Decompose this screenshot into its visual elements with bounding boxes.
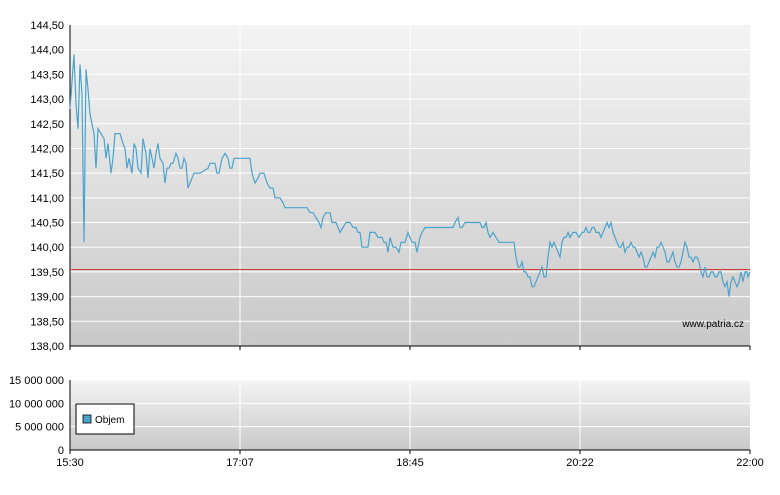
- legend-swatch: [82, 414, 92, 424]
- price-series-line: [69, 54, 751, 297]
- x-tick-label: 18:45: [396, 457, 424, 469]
- volume-y-tick-label: 10 000 000: [9, 398, 64, 410]
- legend: Objem: [75, 403, 135, 435]
- price-y-tick-label: 142,50: [30, 119, 64, 131]
- x-tick-label: 15:30: [56, 457, 84, 469]
- volume-gridlines-vertical: [239, 380, 581, 450]
- x-tick-label: 20:22: [566, 457, 594, 469]
- volume-y-tick-label: 15 000 000: [9, 375, 64, 387]
- volume-y-tick-label: 0: [58, 445, 64, 457]
- price-y-tick-label: 144,00: [30, 45, 64, 57]
- volume-y-tick-labels: 15 000 000 10 000 000 5 000 000 0: [9, 375, 64, 457]
- price-y-tick-label: 142,00: [30, 143, 64, 155]
- volume-y-tick-label: 5 000 000: [15, 422, 64, 434]
- price-y-tick-label: 139,50: [30, 267, 64, 279]
- x-tick-label: 17:07: [226, 457, 254, 469]
- volume-panel: 15 000 000 10 000 000 5 000 000 0 15:30 17:0…: [9, 375, 764, 469]
- volume-x-tick-labels: 15:30 17:07 18:45 20:22 22:00: [56, 450, 764, 469]
- price-y-tick-labels: 144,50 144,00 143,50 143,00 142,50 142,00 141,…: [30, 20, 64, 353]
- x-tick-label: 22:00: [736, 457, 764, 469]
- price-y-tick-label: 141,00: [30, 193, 64, 205]
- price-y-tick-label: 144,50: [30, 20, 64, 32]
- price-y-tick-label: 138,50: [30, 316, 64, 328]
- price-y-tick-label: 143,00: [30, 94, 64, 106]
- legend-label: Objem: [95, 415, 124, 426]
- price-panel: 144,50 144,00 143,50 143,00 142,50 142,00 141,…: [30, 20, 751, 353]
- price-gridlines-vertical: [239, 25, 581, 346]
- price-y-tick-label: 138,00: [30, 341, 64, 353]
- price-y-tick-label: 141,50: [30, 168, 64, 180]
- watermark-text: www.patria.cz: [681, 319, 744, 330]
- price-y-tick-label: 143,50: [30, 69, 64, 81]
- price-y-tick-label: 139,00: [30, 292, 64, 304]
- price-y-tick-label: 140,00: [30, 242, 64, 254]
- price-y-tick-label: 140,50: [30, 218, 64, 230]
- price-x-tick-marks: [69, 346, 751, 350]
